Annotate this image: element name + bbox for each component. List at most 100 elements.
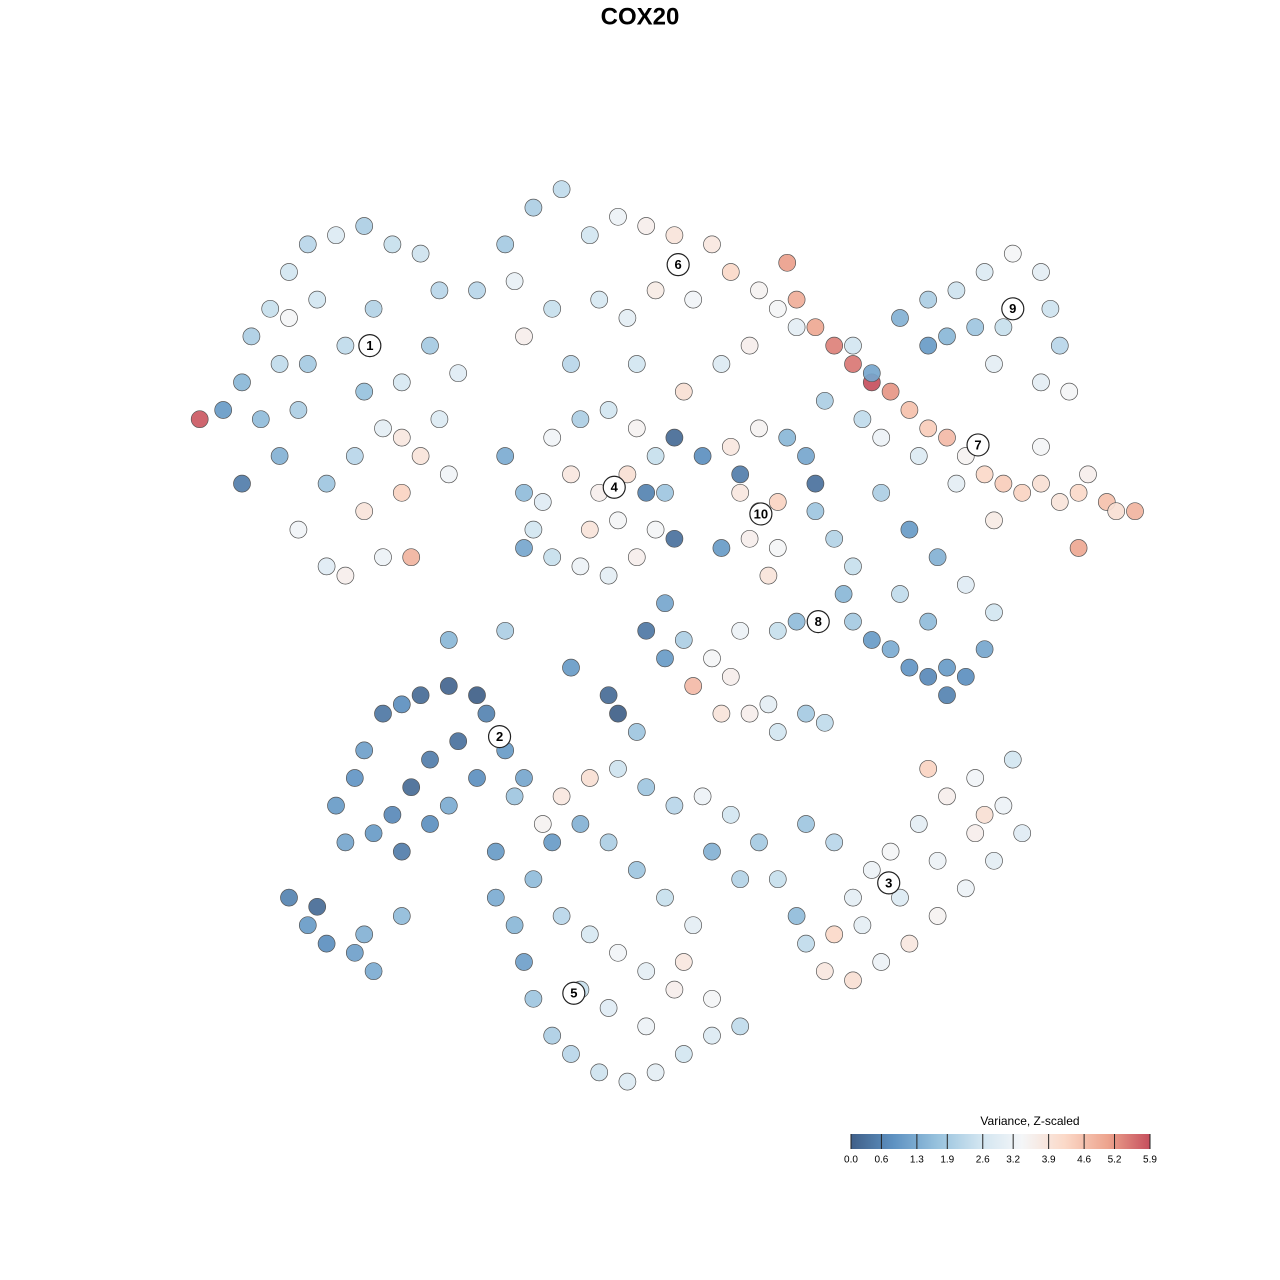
point <box>646 447 665 465</box>
point <box>439 796 458 815</box>
point <box>646 281 665 300</box>
cluster-marker <box>966 433 990 457</box>
point <box>637 483 656 502</box>
point <box>1032 437 1050 456</box>
point <box>298 235 317 254</box>
point <box>665 226 684 245</box>
point <box>449 732 468 751</box>
point <box>515 483 533 502</box>
cluster-text: 4 <box>611 480 619 495</box>
point <box>609 943 627 962</box>
point <box>543 833 562 852</box>
point <box>815 713 834 732</box>
point <box>919 336 938 355</box>
point <box>336 336 355 355</box>
point <box>336 566 355 585</box>
colorbar: Variance, Z-scaled 0.0 0.6 1.3 1.9 2.6 3.2 3.9… <box>844 1114 1157 1165</box>
point <box>938 686 956 705</box>
point <box>505 787 524 806</box>
point <box>190 410 209 429</box>
point <box>834 585 853 603</box>
point <box>825 336 844 355</box>
point <box>627 419 646 438</box>
point <box>214 401 233 419</box>
point <box>797 815 815 833</box>
point <box>402 778 421 797</box>
colorbar-tick-label: 5.2 <box>1108 1155 1122 1166</box>
points <box>190 180 1144 1091</box>
cluster-text: 1 <box>366 338 373 353</box>
point <box>919 290 938 309</box>
point <box>665 796 684 815</box>
point <box>778 428 797 447</box>
point <box>1032 474 1050 493</box>
point <box>1013 824 1032 843</box>
point <box>674 953 693 971</box>
point <box>966 769 985 787</box>
point <box>740 529 759 548</box>
point <box>562 465 580 484</box>
colorbar-tick-label: 3.2 <box>1006 1155 1020 1166</box>
point <box>825 529 844 548</box>
point <box>336 833 355 852</box>
point <box>411 686 430 705</box>
point <box>270 447 289 465</box>
colorbar-title: Variance, Z-scaled <box>980 1114 1079 1128</box>
point <box>580 925 599 944</box>
point <box>524 870 543 889</box>
point <box>355 502 374 521</box>
point <box>298 355 317 373</box>
cluster-label: 1 <box>358 334 382 358</box>
point <box>1032 263 1050 281</box>
point <box>646 520 665 539</box>
point <box>637 621 656 640</box>
point <box>1003 244 1022 263</box>
cluster-label: 4 <box>602 475 626 499</box>
point <box>562 1045 580 1063</box>
point <box>900 934 919 953</box>
point <box>975 465 994 484</box>
point <box>881 382 900 401</box>
point <box>533 815 552 833</box>
cluster-marker <box>806 609 830 634</box>
point <box>543 428 562 447</box>
point <box>1032 373 1050 392</box>
point <box>900 658 919 677</box>
point <box>806 502 825 521</box>
cluster-label: 8 <box>806 609 830 634</box>
point <box>891 309 909 327</box>
point <box>891 888 909 907</box>
point <box>543 548 562 567</box>
point <box>421 336 439 355</box>
point <box>825 833 844 852</box>
point <box>233 373 251 392</box>
point <box>524 989 543 1008</box>
point <box>966 824 985 843</box>
point <box>261 299 280 318</box>
point <box>364 962 383 981</box>
point <box>355 741 374 760</box>
point <box>872 428 891 447</box>
point <box>524 520 543 539</box>
point <box>242 327 261 346</box>
point <box>580 769 599 787</box>
point <box>693 787 712 806</box>
point <box>844 971 862 990</box>
point <box>806 318 825 337</box>
point <box>750 833 768 852</box>
point <box>543 1026 562 1045</box>
point <box>806 474 825 493</box>
point <box>656 594 674 613</box>
point <box>505 272 524 291</box>
point <box>956 879 975 898</box>
point <box>853 916 872 935</box>
point <box>552 787 571 806</box>
point <box>392 907 411 925</box>
colorbar-tick-label: 1.3 <box>910 1155 924 1166</box>
point <box>844 355 862 373</box>
point <box>721 667 740 686</box>
point <box>364 299 383 318</box>
point <box>938 428 956 447</box>
point <box>656 888 674 907</box>
cluster-label: 5 <box>562 981 586 1005</box>
